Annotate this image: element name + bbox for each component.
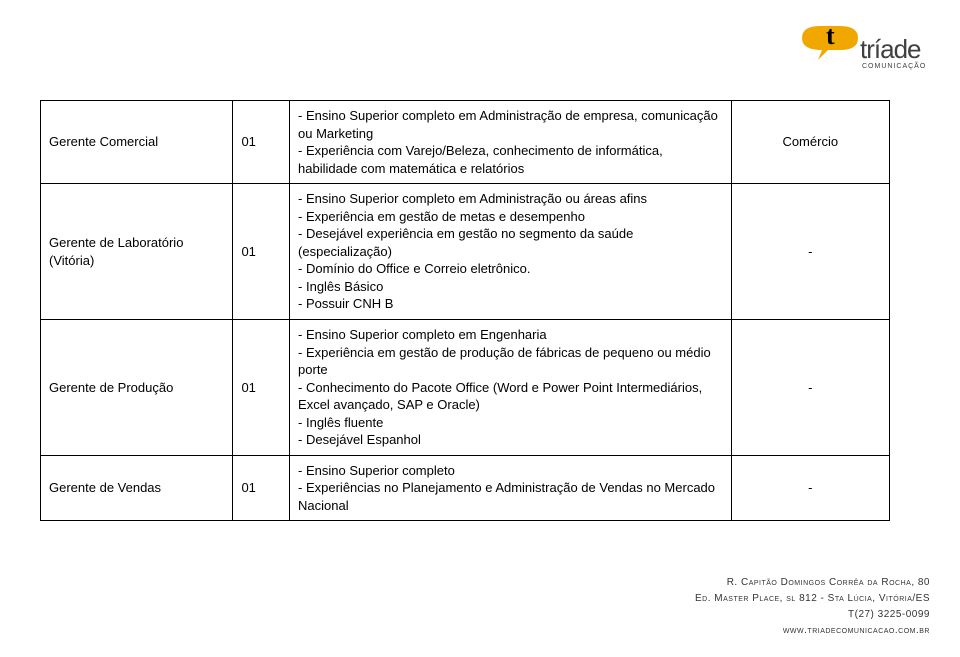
cell-sector: -: [731, 455, 890, 521]
cell-qty: 01: [233, 320, 290, 456]
cell-qty: 01: [233, 184, 290, 320]
page-footer: R. Capitão Domingos Corrêa da Rocha, 80 …: [695, 575, 930, 639]
logo-brand-text: tríade: [860, 34, 921, 64]
cell-qty: 01: [233, 101, 290, 184]
jobs-table: Gerente Comercial01- Ensino Superior com…: [40, 100, 890, 521]
cell-role: Gerente de Laboratório (Vitória): [41, 184, 233, 320]
cell-sector: Comércio: [731, 101, 890, 184]
cell-desc: - Ensino Superior completo- Experiências…: [290, 455, 731, 521]
brand-logo: t tríade COMUNICAÇÃO: [800, 24, 930, 85]
cell-sector: -: [731, 320, 890, 456]
footer-phone: T(27) 3225-0099: [695, 607, 930, 623]
footer-url: www.triadecomunicacao.com.br: [695, 623, 930, 639]
cell-sector: -: [731, 184, 890, 320]
cell-role: Gerente Comercial: [41, 101, 233, 184]
table-row: Gerente de Laboratório (Vitória)01- Ensi…: [41, 184, 890, 320]
table-row: Gerente Comercial01- Ensino Superior com…: [41, 101, 890, 184]
footer-address-1: R. Capitão Domingos Corrêa da Rocha, 80: [695, 575, 930, 591]
cell-desc: - Ensino Superior completo em Engenharia…: [290, 320, 731, 456]
table-row: Gerente de Vendas01- Ensino Superior com…: [41, 455, 890, 521]
cell-role: Gerente de Vendas: [41, 455, 233, 521]
footer-address-2: Ed. Master Place, sl 812 - Sta Lúcia, Vi…: [695, 591, 930, 607]
logo-sub-text: COMUNICAÇÃO: [862, 61, 926, 70]
cell-desc: - Ensino Superior completo em Administra…: [290, 101, 731, 184]
cell-qty: 01: [233, 455, 290, 521]
cell-role: Gerente de Produção: [41, 320, 233, 456]
cell-desc: - Ensino Superior completo em Administra…: [290, 184, 731, 320]
table-row: Gerente de Produção01- Ensino Superior c…: [41, 320, 890, 456]
svg-text:t: t: [826, 24, 835, 50]
